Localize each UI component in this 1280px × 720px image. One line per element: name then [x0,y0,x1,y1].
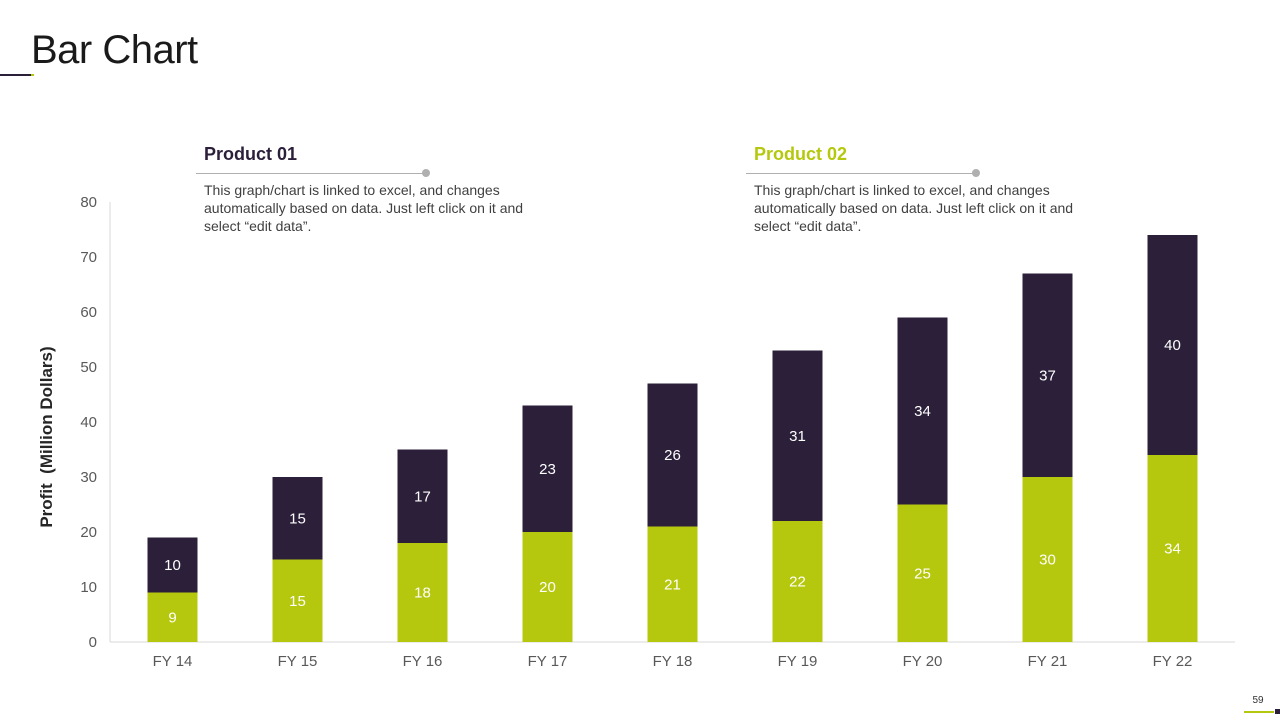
x-tick-label: FY 15 [278,653,318,670]
legend-heading-product-01: Product 01 [204,144,298,164]
data-label: 23 [539,461,556,478]
y-tick-label: 70 [80,249,97,266]
page-number-square [1275,709,1280,714]
bar-segment-product-01 [897,317,948,505]
legend-divider [746,169,980,177]
data-label: 31 [789,428,806,445]
legend-product-01: Product 01 This graph/chart is linked to… [196,144,526,235]
bar-segment-product-01 [647,383,698,527]
x-tick-label: FY 20 [903,653,943,670]
y-tick-label: 60 [80,304,97,321]
y-tick-label: 10 [80,579,97,596]
bar-segment-product-01 [522,405,573,532]
page-number: 59 [1252,695,1264,706]
bar-segment-product-02 [397,543,448,642]
data-label: 18 [414,585,431,602]
bar-segment-product-02 [897,504,948,642]
bar-segment-product-02 [147,592,198,642]
data-label: 40 [1164,337,1181,354]
data-label: 21 [664,576,681,593]
page-number-accent [1244,711,1274,713]
bar-segment-product-02 [1147,455,1198,642]
bar-segment-product-02 [522,532,573,642]
bar-segment-product-02 [272,559,323,642]
y-tick-label: 0 [89,634,97,651]
y-axis-title: Profit (Million Dollars) [37,346,56,528]
y-tick-label: 40 [80,414,97,431]
legend-heading-product-02: Product 02 [754,144,848,164]
y-tick-label: 50 [80,359,97,376]
y-tick-label: 20 [80,524,97,541]
x-tick-label: FY 17 [528,653,568,670]
data-label: 10 [164,557,181,574]
data-label: 20 [539,579,556,596]
data-label: 22 [789,574,806,591]
legend-divider-dot [972,169,980,177]
x-tick-label: FY 16 [403,653,443,670]
title-accent-line [0,74,31,76]
data-label: 17 [414,488,431,505]
data-label: 25 [914,565,931,582]
data-label: 30 [1039,552,1056,569]
y-tick-label: 80 [80,194,97,211]
bar-segment-product-02 [647,526,698,642]
legend-product-02: Product 02 This graph/chart is linked to… [746,144,1076,235]
data-label: 26 [664,447,681,464]
bar-segment-product-02 [772,521,823,642]
bar-segment-product-01 [1147,235,1198,455]
legend-description-product-02: This graph/chart is linked to excel, and… [754,182,1074,234]
bar-segment-product-01 [147,537,198,593]
data-label: 37 [1039,367,1056,384]
title-accent-tick [31,74,34,76]
x-tick-label: FY 21 [1028,653,1068,670]
bar-segment-product-01 [1022,273,1073,477]
data-label: 34 [914,403,931,420]
x-tick-label: FY 18 [653,653,693,670]
legend-divider-dot [422,169,430,177]
y-tick-label: 30 [80,469,97,486]
bar-segment-product-02 [1022,477,1073,642]
data-label: 15 [289,593,306,610]
bar-segment-product-01 [272,477,323,560]
bar-segment-product-01 [772,350,823,521]
data-label: 9 [168,609,176,626]
slide-title: Bar Chart [31,28,198,72]
legend-description-product-01: This graph/chart is linked to excel, and… [204,182,524,234]
data-label: 34 [1164,541,1181,558]
bar-segment-product-01 [397,449,448,543]
legend-divider [196,169,430,177]
x-tick-label: FY 19 [778,653,818,670]
x-tick-label: FY 22 [1153,653,1193,670]
data-label: 15 [289,510,306,527]
x-tick-label: FY 14 [153,653,193,670]
